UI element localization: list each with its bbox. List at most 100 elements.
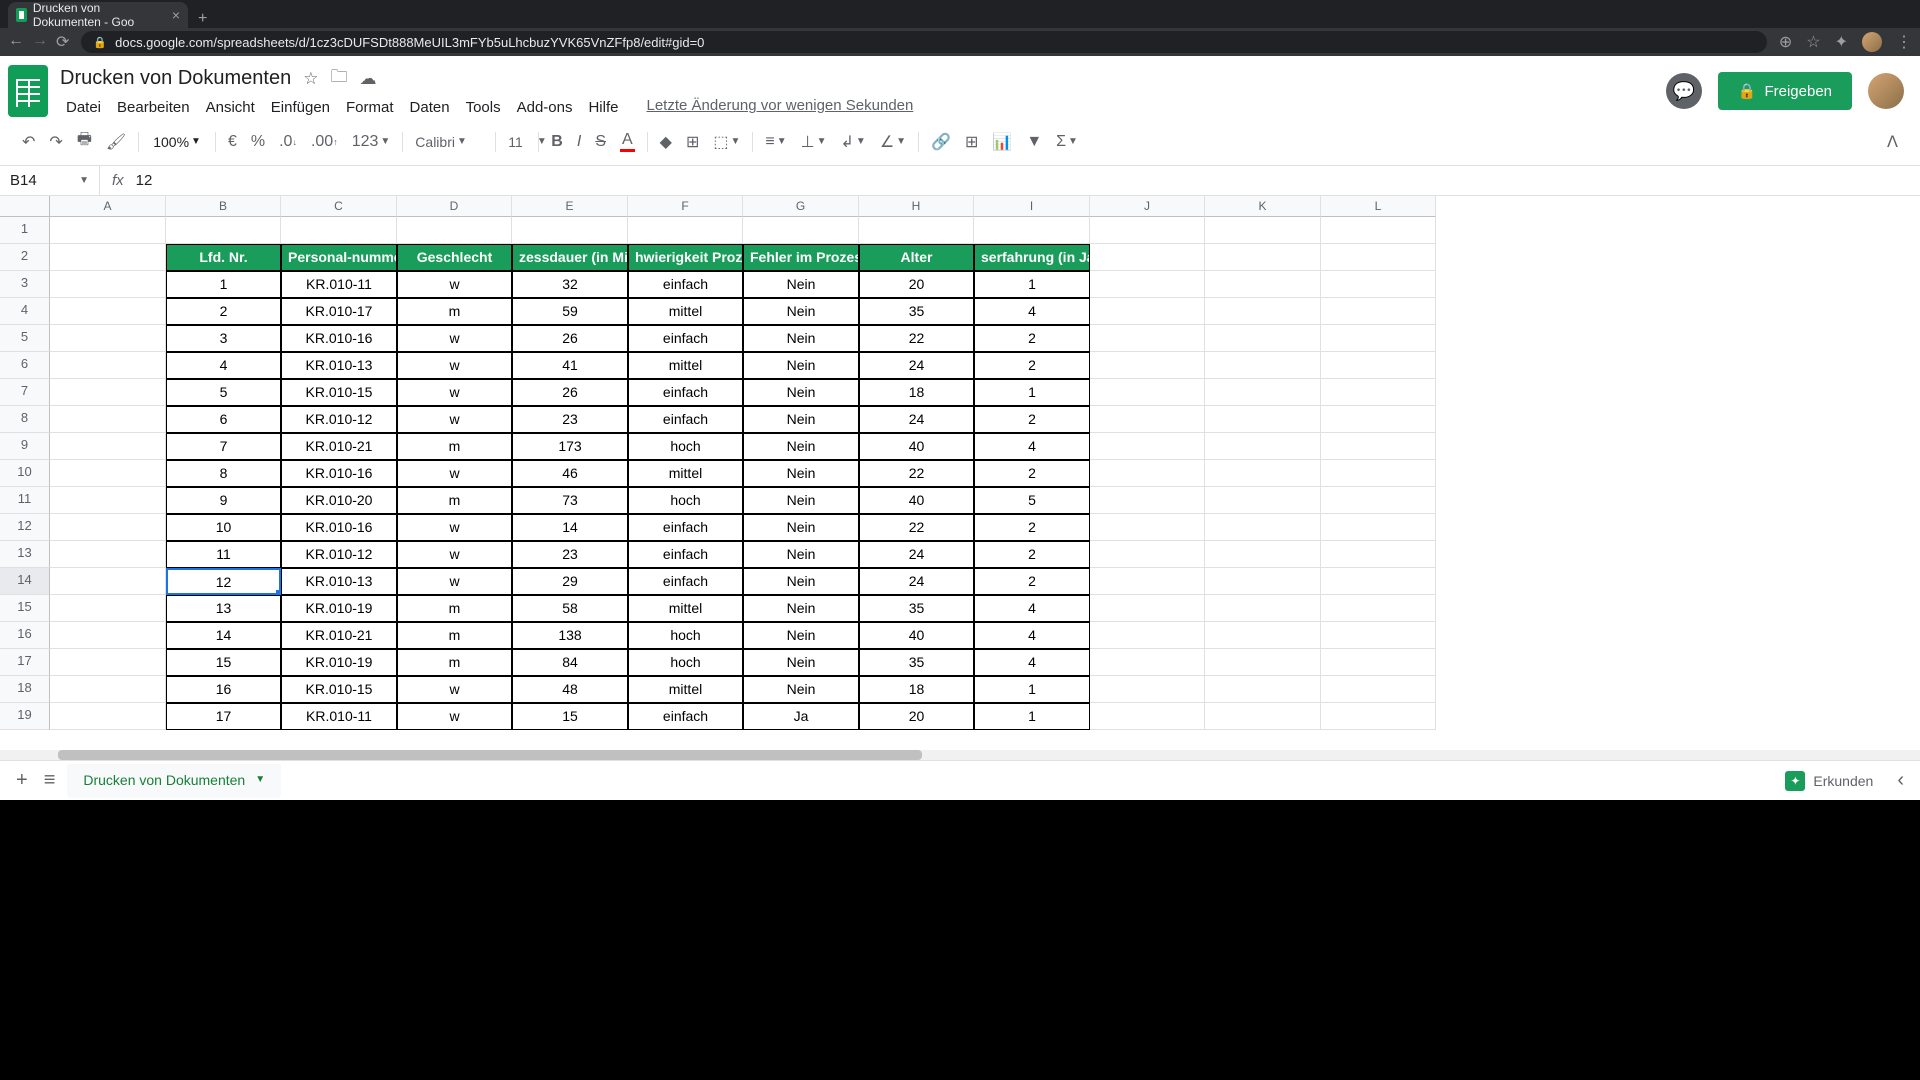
cell[interactable] bbox=[1205, 487, 1321, 514]
cell[interactable] bbox=[1321, 514, 1436, 541]
cell[interactable]: Nein bbox=[743, 460, 859, 487]
formula-input[interactable]: 12 bbox=[136, 172, 153, 189]
cell[interactable]: 20 bbox=[859, 271, 974, 298]
cell[interactable]: 22 bbox=[859, 460, 974, 487]
column-header[interactable]: H bbox=[859, 196, 974, 217]
cell[interactable]: 24 bbox=[859, 568, 974, 595]
row-header[interactable]: 6 bbox=[0, 352, 50, 379]
cell[interactable] bbox=[1205, 595, 1321, 622]
cell[interactable]: 35 bbox=[859, 649, 974, 676]
cell[interactable] bbox=[1321, 649, 1436, 676]
share-button[interactable]: 🔒 Freigeben bbox=[1718, 72, 1852, 110]
cell[interactable]: 2 bbox=[974, 568, 1090, 595]
column-header[interactable]: C bbox=[281, 196, 397, 217]
menu-ansicht[interactable]: Ansicht bbox=[200, 97, 261, 118]
cell[interactable] bbox=[1205, 298, 1321, 325]
cell[interactable] bbox=[1205, 622, 1321, 649]
cell[interactable]: 1 bbox=[166, 271, 281, 298]
collapse-toolbar-button[interactable]: ᐱ bbox=[1881, 128, 1904, 156]
cell[interactable]: 2 bbox=[974, 406, 1090, 433]
cell[interactable] bbox=[1321, 703, 1436, 730]
cell[interactable]: 17 bbox=[166, 703, 281, 730]
cell[interactable]: 29 bbox=[512, 568, 628, 595]
cell[interactable] bbox=[1321, 298, 1436, 325]
select-all-corner[interactable] bbox=[0, 196, 50, 217]
cell[interactable] bbox=[1321, 433, 1436, 460]
cell[interactable] bbox=[1321, 487, 1436, 514]
cell[interactable]: KR.010-21 bbox=[281, 622, 397, 649]
cell[interactable] bbox=[1205, 541, 1321, 568]
cell[interactable]: w bbox=[397, 271, 512, 298]
explore-button[interactable]: Erkunden bbox=[1773, 765, 1885, 797]
cell[interactable]: Nein bbox=[743, 271, 859, 298]
cell[interactable] bbox=[1090, 514, 1205, 541]
cell[interactable] bbox=[50, 676, 166, 703]
cell[interactable]: 84 bbox=[512, 649, 628, 676]
link-button[interactable]: 🔗 bbox=[925, 128, 957, 156]
cell[interactable]: mittel bbox=[628, 595, 743, 622]
cell[interactable]: KR.010-11 bbox=[281, 271, 397, 298]
cell[interactable]: 2 bbox=[974, 541, 1090, 568]
cell[interactable]: KR.010-16 bbox=[281, 325, 397, 352]
row-header[interactable]: 3 bbox=[0, 271, 50, 298]
cell[interactable]: 24 bbox=[859, 352, 974, 379]
text-color-button[interactable]: A bbox=[614, 127, 641, 156]
zoom-icon[interactable]: ⊕ bbox=[1779, 32, 1792, 52]
menu-tools[interactable]: Tools bbox=[460, 97, 507, 118]
url-input[interactable]: 🔒 docs.google.com/spreadsheets/d/1cz3cDU… bbox=[81, 31, 1766, 53]
cell[interactable]: KR.010-19 bbox=[281, 595, 397, 622]
cell[interactable]: 22 bbox=[859, 325, 974, 352]
cell[interactable] bbox=[1090, 433, 1205, 460]
row-header[interactable]: 19 bbox=[0, 703, 50, 730]
column-header[interactable]: J bbox=[1090, 196, 1205, 217]
cell[interactable]: Nein bbox=[743, 622, 859, 649]
horizontal-scrollbar[interactable] bbox=[0, 750, 1920, 760]
cell[interactable]: w bbox=[397, 406, 512, 433]
cell[interactable] bbox=[1205, 217, 1321, 244]
cell[interactable]: einfach bbox=[628, 568, 743, 595]
cell[interactable]: Nein bbox=[743, 433, 859, 460]
cell[interactable] bbox=[1205, 271, 1321, 298]
rotate-button[interactable]: ∠▼ bbox=[874, 128, 912, 156]
cell[interactable]: mittel bbox=[628, 352, 743, 379]
column-header[interactable]: K bbox=[1205, 196, 1321, 217]
cell[interactable]: 13 bbox=[166, 595, 281, 622]
cell[interactable]: mittel bbox=[628, 676, 743, 703]
format-select[interactable]: 123▼ bbox=[346, 129, 397, 155]
cell[interactable]: KR.010-19 bbox=[281, 649, 397, 676]
cell[interactable]: 59 bbox=[512, 298, 628, 325]
cell[interactable]: KR.010-21 bbox=[281, 433, 397, 460]
menu-einfügen[interactable]: Einfügen bbox=[265, 97, 336, 118]
cell[interactable] bbox=[50, 487, 166, 514]
cell[interactable]: 1 bbox=[974, 271, 1090, 298]
cell[interactable] bbox=[50, 568, 166, 595]
print-button[interactable]: 🖶 bbox=[71, 124, 98, 159]
cell[interactable]: Nein bbox=[743, 379, 859, 406]
column-header[interactable]: D bbox=[397, 196, 512, 217]
cell[interactable]: 2 bbox=[974, 325, 1090, 352]
cell[interactable]: 26 bbox=[512, 379, 628, 406]
cell[interactable]: mittel bbox=[628, 460, 743, 487]
cell[interactable] bbox=[281, 217, 397, 244]
wrap-button[interactable]: ↲▼ bbox=[835, 128, 872, 156]
cell[interactable] bbox=[1090, 352, 1205, 379]
cell[interactable]: Nein bbox=[743, 406, 859, 433]
row-header[interactable]: 15 bbox=[0, 595, 50, 622]
cell[interactable]: w bbox=[397, 379, 512, 406]
cell[interactable]: 18 bbox=[859, 379, 974, 406]
cell[interactable]: w bbox=[397, 541, 512, 568]
cell[interactable]: Nein bbox=[743, 676, 859, 703]
cell[interactable] bbox=[1090, 595, 1205, 622]
cell[interactable]: 7 bbox=[166, 433, 281, 460]
redo-button[interactable]: ↷ bbox=[43, 128, 68, 156]
sheets-logo-icon[interactable] bbox=[8, 65, 48, 117]
cell[interactable] bbox=[50, 352, 166, 379]
column-header[interactable]: L bbox=[1321, 196, 1436, 217]
cell[interactable] bbox=[1090, 460, 1205, 487]
cell[interactable] bbox=[1090, 379, 1205, 406]
functions-button[interactable]: Σ▼ bbox=[1050, 129, 1084, 155]
cell[interactable]: 14 bbox=[166, 622, 281, 649]
merge-button[interactable]: ⬚▼ bbox=[707, 128, 746, 156]
cell[interactable]: 6 bbox=[166, 406, 281, 433]
all-sheets-button[interactable]: ≡ bbox=[40, 765, 60, 796]
